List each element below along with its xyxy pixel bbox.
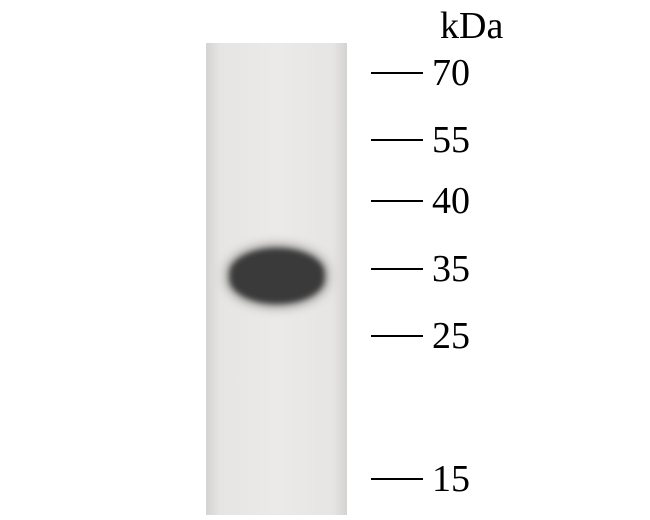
- tick-line: [371, 268, 423, 270]
- tick-line: [371, 478, 423, 480]
- tick-label: 35: [432, 247, 470, 291]
- tick-label: 15: [432, 457, 470, 501]
- western-blot-figure: kDa 70 55 40 35 25 15: [0, 0, 650, 520]
- tick-line: [371, 139, 423, 141]
- protein-band: [229, 248, 324, 304]
- unit-label: kDa: [440, 4, 503, 48]
- tick-line: [371, 72, 423, 74]
- tick-label: 25: [432, 314, 470, 358]
- tick-line: [371, 335, 423, 337]
- tick-label: 40: [432, 179, 470, 223]
- blot-lane: [206, 43, 347, 515]
- tick-line: [371, 200, 423, 202]
- tick-label: 55: [432, 118, 470, 162]
- tick-label: 70: [432, 51, 470, 95]
